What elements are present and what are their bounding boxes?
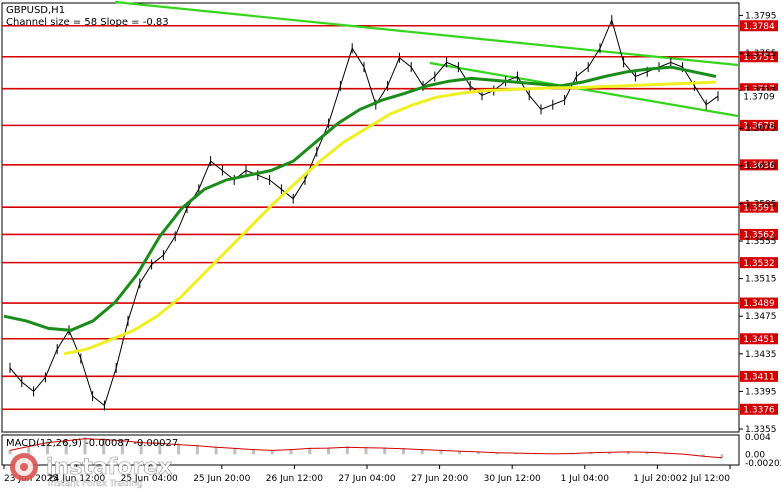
watermark-brand: instaforex bbox=[46, 455, 172, 480]
symbol-label: GBPUSD,H1 bbox=[6, 5, 65, 16]
level-badge-7 bbox=[740, 257, 778, 269]
price-tick-label-3: 1.3675 bbox=[745, 124, 777, 134]
x-tick-label-5: 27 Jun 04:00 bbox=[338, 474, 395, 484]
price-tick-label-1: 1.3755 bbox=[745, 49, 777, 59]
channel-info-label: Channel size = 58 Slope = -0.83 bbox=[6, 17, 169, 28]
level-label-0: 1.3784 bbox=[743, 22, 775, 32]
level-badge-5 bbox=[740, 201, 778, 213]
level-badge-2 bbox=[740, 83, 778, 95]
macd-signal-line bbox=[9, 438, 723, 459]
x-tick-label-8: 1 Jul 04:00 bbox=[561, 474, 610, 484]
level-badge-0 bbox=[740, 20, 778, 32]
channel-lower-line bbox=[429, 61, 739, 118]
level-badge-6 bbox=[740, 228, 778, 240]
price-line bbox=[9, 18, 719, 407]
level-label-8: 1.3489 bbox=[743, 299, 775, 309]
level-badge-10 bbox=[740, 370, 778, 382]
price-tick-label-11: 1.3355 bbox=[745, 425, 777, 435]
level-label-5: 1.3591 bbox=[743, 203, 775, 213]
x-tick-label-2: 25 Jun 04:00 bbox=[121, 474, 178, 484]
level-badge-1 bbox=[740, 51, 778, 63]
macd-panel bbox=[1, 434, 740, 466]
x-tick-label-3: 25 Jun 20:00 bbox=[193, 474, 250, 484]
level-badge-9 bbox=[740, 333, 778, 345]
price-tick-label-4: 1.3635 bbox=[745, 162, 777, 172]
moving-average-line-0 bbox=[3, 65, 717, 332]
price-tick-label-7: 1.3515 bbox=[745, 275, 777, 285]
level-label-1: 1.3751 bbox=[743, 53, 775, 63]
price-tick-label-6: 1.3555 bbox=[745, 237, 777, 247]
macd-tick-label-0: 0.004 bbox=[745, 433, 771, 443]
level-label-3: 1.3678 bbox=[743, 122, 775, 132]
x-tick-label-9: 1 Jul 20:00 bbox=[633, 474, 682, 484]
price-tick-label-9: 1.3435 bbox=[745, 350, 777, 360]
level-badge-4 bbox=[740, 159, 778, 171]
level-label-9: 1.3451 bbox=[743, 335, 775, 345]
level-badge-11 bbox=[740, 403, 778, 415]
x-tick-label-6: 27 Jun 20:00 bbox=[411, 474, 468, 484]
price-tick-label-5: 1.3595 bbox=[745, 199, 777, 209]
moving-average-line-1 bbox=[63, 80, 717, 356]
x-tick-label-1: 24 Jun 12:00 bbox=[48, 474, 105, 484]
x-tick-label-4: 26 Jun 12:00 bbox=[266, 474, 323, 484]
x-tick-label-10: 2 Jul 12:00 bbox=[682, 474, 731, 484]
level-label-4: 1.3636 bbox=[743, 161, 775, 171]
x-tick-label-7: 30 Jun 12:00 bbox=[484, 474, 541, 484]
current-price-badge bbox=[740, 90, 778, 102]
macd-tick-label-1: 0.00 bbox=[745, 450, 765, 460]
price-tick-label-0: 1.3795 bbox=[745, 11, 777, 21]
level-label-7: 1.3532 bbox=[743, 259, 775, 269]
watermark-tagline: Instant Forex Trading bbox=[48, 479, 143, 489]
channel-upper-line bbox=[114, 0, 739, 67]
macd-label: MACD(12,26,9) -0.00087 -0.00027 bbox=[6, 438, 178, 449]
level-label-6: 1.3562 bbox=[743, 231, 775, 241]
level-badge-3 bbox=[740, 119, 778, 131]
price-panel bbox=[1, 2, 740, 433]
level-label-10: 1.3411 bbox=[743, 373, 775, 383]
level-label-2: 1.3717 bbox=[743, 85, 775, 95]
current-price-label: 1.3709 bbox=[743, 92, 775, 102]
instaforex-logo: instaforex Instant Forex Trading bbox=[10, 453, 173, 489]
level-label-11: 1.3376 bbox=[743, 405, 775, 415]
level-badge-8 bbox=[740, 297, 778, 309]
price-tick-label-10: 1.3395 bbox=[745, 387, 777, 397]
price-tick-label-8: 1.3475 bbox=[745, 312, 777, 322]
